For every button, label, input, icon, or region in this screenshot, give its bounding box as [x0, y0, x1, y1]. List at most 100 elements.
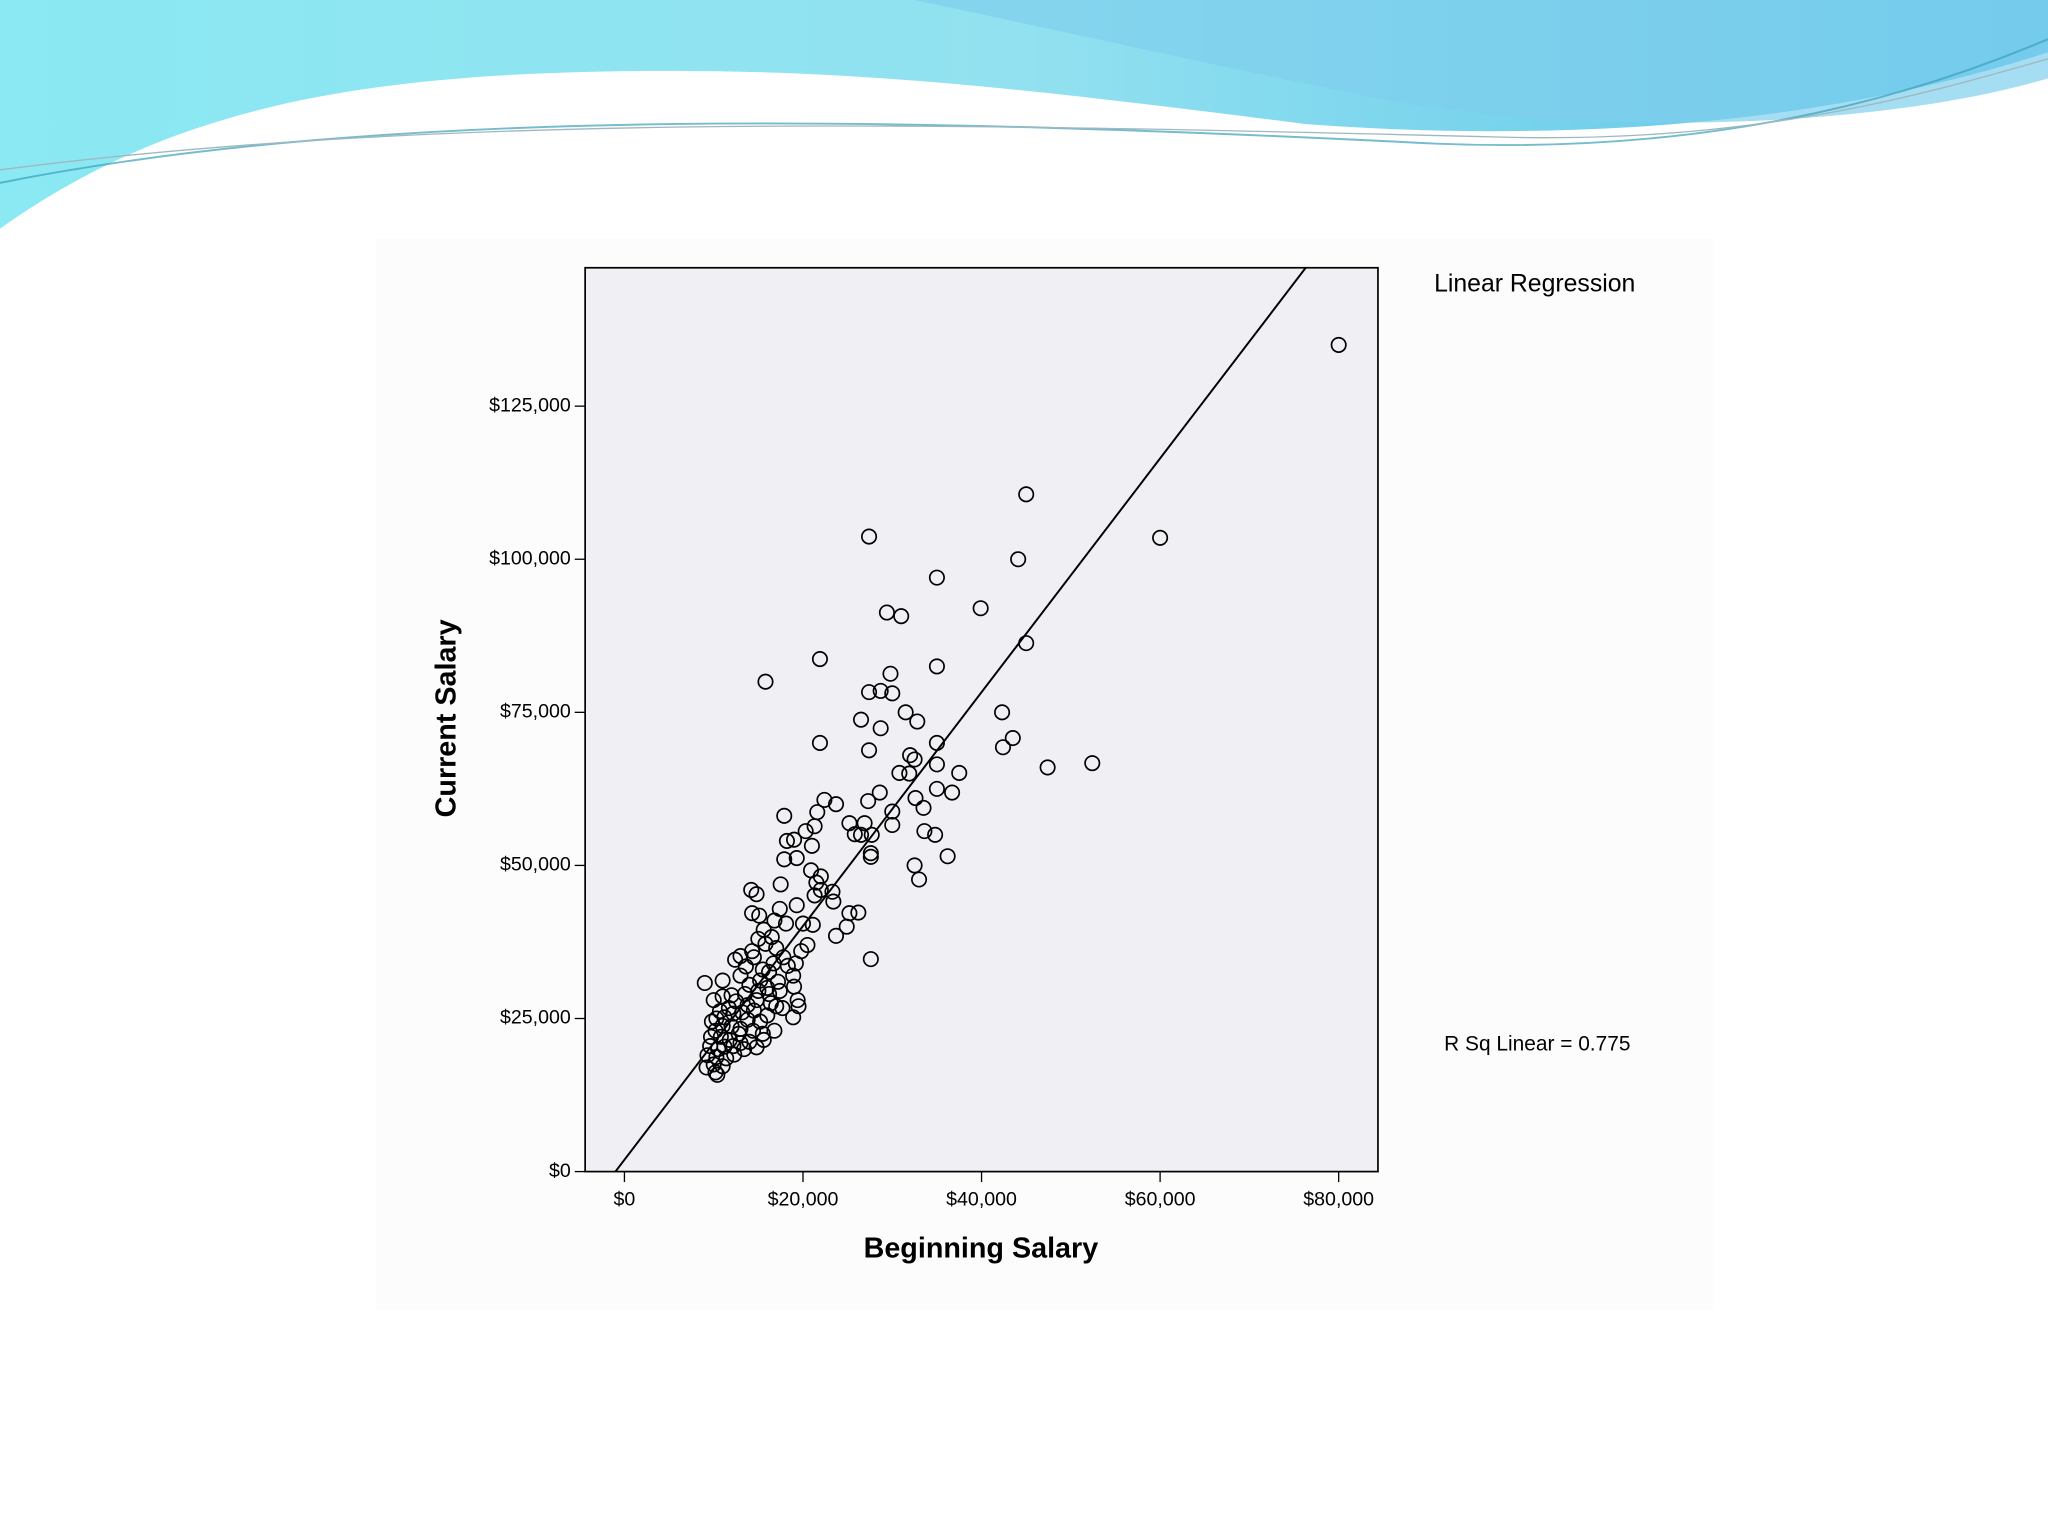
point: [1010, 551, 1027, 568]
point: [902, 747, 919, 764]
point: [768, 998, 785, 1015]
point: [777, 915, 795, 932]
point: [799, 936, 816, 954]
x-tick-label: $80,000: [1303, 1188, 1374, 1210]
point: [861, 742, 878, 759]
point: [906, 751, 923, 768]
point: [872, 720, 889, 737]
point: [939, 848, 956, 865]
point: [732, 967, 749, 984]
point: [901, 765, 918, 782]
point: [754, 1025, 771, 1042]
point: [846, 826, 863, 843]
point: [861, 528, 878, 545]
point: [816, 791, 833, 808]
header-line: [0, 58, 2048, 171]
chart-title: Linear Regression: [1434, 270, 1635, 297]
point: [705, 1056, 722, 1073]
point: [778, 832, 795, 849]
point: [852, 711, 870, 728]
point: [757, 935, 774, 952]
point: [806, 887, 823, 904]
point: [850, 904, 867, 921]
point: [772, 876, 789, 893]
point: [928, 569, 945, 586]
point: [730, 1025, 747, 1042]
x-tick-label: $60,000: [1125, 1188, 1196, 1210]
x-tick-label: $0: [614, 1188, 636, 1210]
point: [909, 713, 926, 730]
point: [916, 823, 933, 840]
point: [811, 734, 828, 751]
point: [911, 871, 928, 888]
point: [862, 848, 879, 865]
point: [927, 826, 944, 843]
point: [703, 1013, 720, 1030]
point: [766, 1022, 783, 1039]
y-tick-label: $0: [549, 1160, 571, 1182]
point: [944, 784, 961, 801]
point: [811, 651, 828, 668]
point: [928, 658, 945, 675]
point: [1039, 759, 1056, 776]
point: [785, 967, 802, 984]
point: [872, 682, 889, 699]
y-tick-label: $100,000: [489, 547, 571, 569]
point: [972, 600, 989, 617]
point: [882, 665, 899, 682]
point: [718, 1050, 735, 1067]
point: [776, 807, 793, 824]
point: [714, 972, 731, 989]
point: [789, 992, 806, 1009]
point: [726, 1046, 743, 1063]
point: [1018, 486, 1035, 503]
point: [928, 780, 945, 797]
point: [744, 943, 761, 960]
point: [788, 897, 805, 914]
point: [711, 1003, 728, 1020]
y-tick-label: $125,000: [489, 394, 571, 416]
point: [752, 972, 769, 989]
point: [761, 963, 778, 980]
y-axis-label: Current Salary: [431, 619, 463, 817]
point: [884, 816, 901, 834]
plot-layer: [614, 267, 1347, 1172]
point: [771, 982, 788, 999]
point: [871, 784, 888, 801]
point: [748, 886, 765, 903]
point: [1084, 755, 1101, 772]
point: [863, 826, 880, 843]
point: [787, 955, 804, 972]
point: [827, 927, 845, 944]
point: [751, 907, 768, 924]
point: [744, 905, 761, 922]
point: [709, 1066, 726, 1083]
point: [743, 881, 760, 898]
point: [696, 974, 713, 992]
point: [907, 790, 924, 807]
point: [779, 957, 796, 974]
x-axis-label: Beginning Salary: [864, 1233, 1099, 1265]
point: [862, 845, 879, 862]
point: [1004, 730, 1021, 747]
point: [825, 893, 842, 910]
point: [951, 764, 968, 781]
point: [774, 1000, 791, 1017]
point: [745, 949, 762, 966]
point: [994, 704, 1011, 721]
point: [862, 951, 879, 968]
point: [712, 1028, 729, 1045]
point: [786, 831, 803, 848]
point: [1330, 336, 1347, 353]
point: [803, 837, 820, 854]
point: [797, 823, 814, 840]
point: [1152, 529, 1169, 546]
regression-line: [614, 267, 1307, 1172]
point: [757, 673, 774, 690]
point: [748, 1039, 765, 1056]
r-squared-label: R Sq Linear = 0.775: [1444, 1032, 1630, 1055]
point: [824, 883, 841, 900]
point: [893, 608, 910, 625]
y-tick-label: $75,000: [500, 700, 571, 722]
